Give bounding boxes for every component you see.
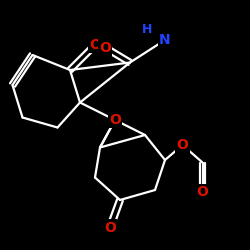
Text: H: H xyxy=(142,24,153,36)
Text: O: O xyxy=(109,113,121,127)
Text: N: N xyxy=(159,33,171,47)
Text: O: O xyxy=(104,220,116,234)
Text: O: O xyxy=(89,38,101,52)
Text: O: O xyxy=(176,138,188,152)
Text: O: O xyxy=(99,40,111,54)
Text: O: O xyxy=(196,186,208,200)
